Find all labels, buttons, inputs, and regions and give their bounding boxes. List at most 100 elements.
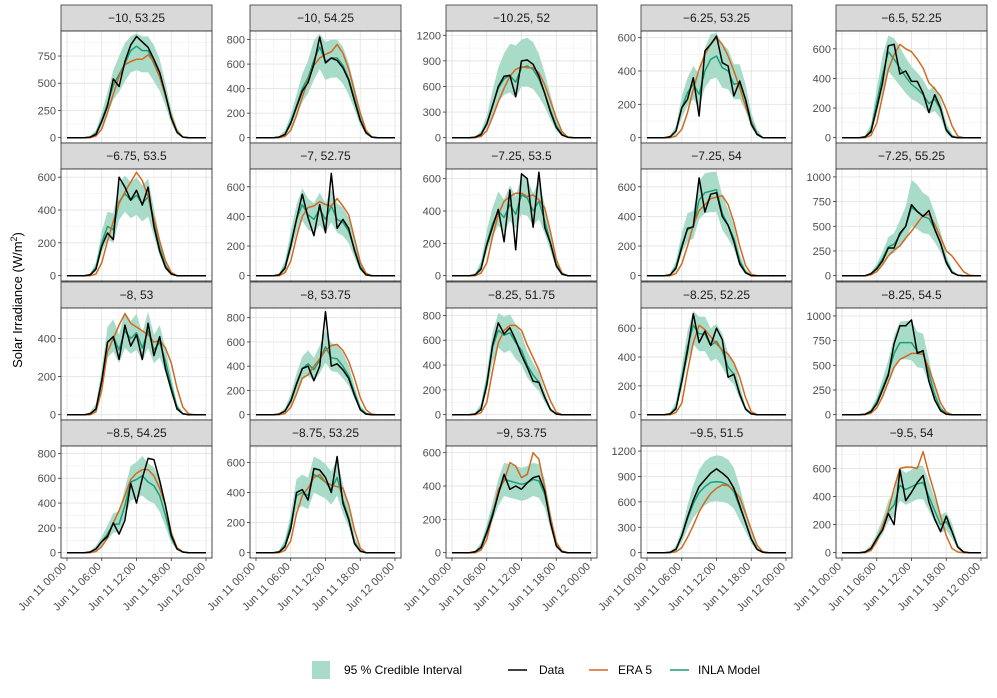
panel-title: −8, 53 bbox=[120, 288, 154, 302]
panel-title: −6.5, 52.25 bbox=[881, 11, 942, 25]
y-tick-label: 600 bbox=[813, 44, 831, 56]
panel-title: −9.5, 51.5 bbox=[690, 426, 744, 440]
y-tick-label: 400 bbox=[227, 488, 245, 500]
y-tick-label: 0 bbox=[825, 548, 831, 560]
panel: −7.25, 55.25 0 250 500 750 1000 bbox=[807, 142, 988, 284]
series-data-line bbox=[842, 43, 981, 139]
y-tick-label: 400 bbox=[227, 361, 245, 373]
panel-strip bbox=[60, 4, 213, 32]
ci-band bbox=[67, 175, 206, 276]
ci-band bbox=[452, 175, 591, 276]
y-tick-label: 200 bbox=[423, 385, 441, 397]
y-tick-label: 600 bbox=[38, 473, 56, 485]
y-tick-label: 750 bbox=[813, 197, 831, 209]
panel-title: −6.75, 53.5 bbox=[106, 149, 167, 163]
series-era5-line bbox=[67, 312, 206, 416]
y-tick-label: 800 bbox=[423, 310, 441, 322]
y-tick-label: 200 bbox=[423, 514, 441, 526]
y-tick-label: 400 bbox=[618, 211, 636, 223]
y-tick-label: 400 bbox=[227, 84, 245, 96]
panel-strip bbox=[835, 4, 988, 32]
panel-title: −8.25, 51.75 bbox=[488, 288, 555, 302]
panel-strip bbox=[640, 419, 793, 447]
panel-strip bbox=[835, 142, 988, 170]
y-tick-label: 0 bbox=[435, 548, 441, 560]
y-tick-label: 600 bbox=[618, 323, 636, 335]
y-tick-label: 250 bbox=[38, 105, 56, 117]
ci-band bbox=[67, 455, 206, 553]
panel: −7, 52.75 0 200 400 600 bbox=[227, 142, 402, 284]
panel: −8.25, 52.25 0 200 400 600 bbox=[618, 281, 793, 423]
ci-band bbox=[842, 465, 981, 553]
panel-title: −7.25, 55.25 bbox=[878, 149, 945, 163]
y-tick-label: 0 bbox=[825, 271, 831, 283]
panel-title: −9.5, 54 bbox=[890, 426, 934, 440]
y-tick-label: 0 bbox=[630, 410, 636, 422]
panel-title: −10, 54.25 bbox=[297, 11, 354, 25]
y-tick-label: 500 bbox=[38, 78, 56, 90]
series-data-line bbox=[452, 59, 591, 139]
y-tick-label: 600 bbox=[227, 182, 245, 194]
panel: −8, 53 0 200 400 bbox=[38, 281, 213, 423]
panel-strip bbox=[640, 142, 793, 170]
y-tick-label: 200 bbox=[813, 103, 831, 115]
y-tick-label: 200 bbox=[813, 520, 831, 532]
y-axis-title-superscript: 2 bbox=[9, 236, 19, 241]
series-data-line bbox=[256, 172, 395, 277]
panel: −7.25, 54 0 200 400 600 bbox=[618, 142, 793, 284]
legend-ci-label: 95 % Credible Interval bbox=[344, 663, 462, 677]
y-tick-label: 900 bbox=[423, 56, 441, 68]
panel-strip bbox=[640, 281, 793, 309]
y-tick-label: 800 bbox=[38, 448, 56, 460]
ci-band bbox=[842, 320, 981, 415]
series-data-line bbox=[842, 469, 981, 554]
ci-band bbox=[842, 35, 981, 138]
series-data-line bbox=[67, 322, 206, 416]
y-tick-label: 0 bbox=[630, 548, 636, 560]
y-tick-label: 0 bbox=[435, 271, 441, 283]
y-tick-label: 0 bbox=[239, 548, 245, 560]
series-data-line bbox=[842, 319, 981, 416]
y-tick-label: 400 bbox=[38, 205, 56, 217]
y-tick-label: 0 bbox=[239, 271, 245, 283]
panel-title: −7.25, 53.5 bbox=[491, 149, 552, 163]
panel-title: −7.25, 54 bbox=[691, 149, 742, 163]
y-tick-label: 200 bbox=[38, 372, 56, 384]
y-tick-label: 0 bbox=[50, 548, 56, 560]
y-axis-title-main: Solar Irradiance (W/m bbox=[10, 241, 25, 367]
panel-title: −9, 53.75 bbox=[496, 426, 547, 440]
series-data-line bbox=[647, 177, 786, 277]
panel-strip bbox=[445, 4, 598, 32]
panel-strip bbox=[249, 281, 402, 309]
panel: −8.25, 54.5 0 250 500 750 1000 bbox=[807, 281, 988, 423]
series-data-line bbox=[256, 455, 395, 554]
ci-band bbox=[452, 37, 591, 138]
y-tick-label: 200 bbox=[38, 238, 56, 250]
ci-band bbox=[647, 32, 786, 138]
ci-band bbox=[452, 313, 591, 415]
y-tick-label: 1200 bbox=[612, 446, 636, 458]
y-tick-label: 200 bbox=[38, 523, 56, 535]
panel-strip bbox=[249, 142, 402, 170]
y-tick-label: 800 bbox=[227, 35, 245, 47]
y-tick-label: 600 bbox=[618, 182, 636, 194]
panel-strip bbox=[60, 142, 213, 170]
series-data-line bbox=[647, 35, 786, 139]
panel: −7.25, 53.5 0 200 400 600 bbox=[423, 142, 598, 284]
panel-strip bbox=[445, 281, 598, 309]
series-data-line bbox=[67, 457, 206, 554]
y-tick-label: 1000 bbox=[807, 311, 831, 323]
legend-era5-label: ERA 5 bbox=[618, 663, 652, 677]
series-data-line bbox=[67, 35, 206, 139]
panel-strip bbox=[445, 142, 598, 170]
y-tick-label: 300 bbox=[618, 522, 636, 534]
y-tick-label: 0 bbox=[50, 133, 56, 145]
series-data-line bbox=[647, 313, 786, 416]
y-tick-label: 400 bbox=[227, 211, 245, 223]
y-tick-label: 0 bbox=[239, 410, 245, 422]
y-tick-label: 0 bbox=[435, 410, 441, 422]
panel-title: −8.75, 53.25 bbox=[292, 426, 359, 440]
panel: −10, 54.25 0 200 400 600 800 bbox=[227, 4, 402, 146]
y-tick-label: 200 bbox=[618, 381, 636, 393]
